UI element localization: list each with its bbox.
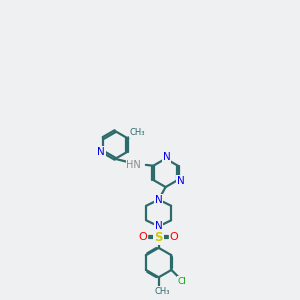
Text: N: N bbox=[155, 195, 163, 205]
Text: CH₃: CH₃ bbox=[130, 128, 145, 137]
Text: N: N bbox=[155, 221, 163, 231]
Text: O: O bbox=[139, 232, 147, 242]
Text: CH₃: CH₃ bbox=[154, 287, 170, 296]
Text: O: O bbox=[170, 232, 178, 242]
Text: HN: HN bbox=[126, 160, 141, 170]
Text: N: N bbox=[97, 147, 105, 157]
Text: N: N bbox=[177, 176, 184, 186]
Text: Cl: Cl bbox=[177, 277, 186, 286]
Text: S: S bbox=[154, 231, 163, 244]
Text: N: N bbox=[163, 152, 170, 162]
